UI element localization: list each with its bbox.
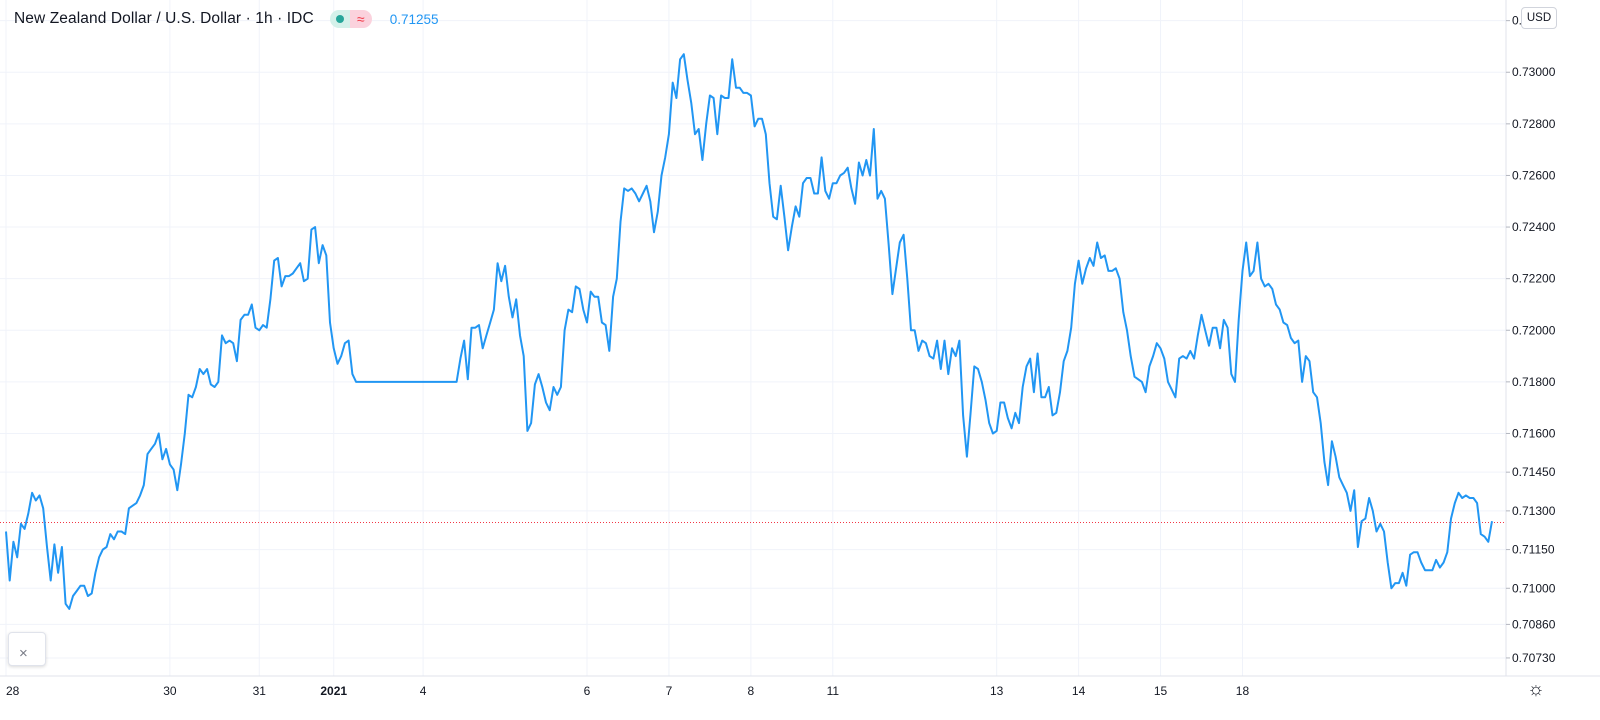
symbol-title[interactable]: New Zealand Dollar / U.S. Dollar · 1h · … xyxy=(14,10,314,27)
y-tick-label: 0.71800 xyxy=(1512,375,1556,389)
y-tick-label: 0.71450 xyxy=(1512,465,1556,479)
x-tick-label: 30 xyxy=(163,684,177,698)
market-status[interactable]: ≈ xyxy=(329,10,372,28)
y-tick-label: 0.72600 xyxy=(1512,168,1556,182)
time-axis[interactable]: 28 30 31 2021 4 6 7 8 11 13 14 15 18 xyxy=(6,684,1249,698)
x-tick-label: 2021 xyxy=(320,684,347,698)
y-tick-label: 0.71300 xyxy=(1512,504,1556,518)
y-tick-label: 0.71600 xyxy=(1512,426,1556,440)
x-tick-label: 4 xyxy=(420,684,427,698)
y-tick-label: 0.71000 xyxy=(1512,581,1556,595)
chart-legend: New Zealand Dollar / U.S. Dollar · 1h · … xyxy=(14,8,439,30)
x-tick-label: 7 xyxy=(666,684,673,698)
currency-selector[interactable]: USD xyxy=(1521,7,1557,29)
x-tick-label: 11 xyxy=(827,684,840,698)
x-tick-label: 14 xyxy=(1072,684,1086,698)
y-tick-label: 0.72400 xyxy=(1512,220,1556,234)
last-price-value: 0.71255 xyxy=(389,11,439,27)
y-tick-label: 0.70730 xyxy=(1512,651,1556,665)
delayed-data-icon: ≈ xyxy=(349,10,372,28)
market-open-indicator xyxy=(329,10,350,28)
y-tick-label: 0.72800 xyxy=(1512,117,1556,131)
status-dot-icon xyxy=(335,15,344,23)
y-tick-label: 0.72200 xyxy=(1512,272,1556,286)
x-tick-label: 15 xyxy=(1154,684,1168,698)
x-tick-label: 8 xyxy=(748,684,755,698)
y-tick-label: 0.70860 xyxy=(1512,617,1556,631)
x-tick-label: 6 xyxy=(584,684,591,698)
y-tick-label: 0.72000 xyxy=(1512,323,1556,337)
x-tick-label: 31 xyxy=(253,684,267,698)
series-line-nzdusd xyxy=(5,53,1493,610)
settings-icon[interactable]: ☼ xyxy=(1527,679,1545,700)
x-tick-label: 13 xyxy=(990,684,1004,698)
chart-grid xyxy=(0,0,1506,676)
x-tick-label: 18 xyxy=(1236,684,1250,698)
price-axis[interactable]: 0.732000.730000.728000.726000.724000.722… xyxy=(1506,14,1556,665)
y-tick-label: 0.71150 xyxy=(1512,543,1555,557)
close-icon: × xyxy=(19,645,28,662)
x-tick-label: 28 xyxy=(6,684,20,698)
close-button[interactable]: × xyxy=(8,632,46,666)
y-tick-label: 0.73000 xyxy=(1512,65,1556,79)
